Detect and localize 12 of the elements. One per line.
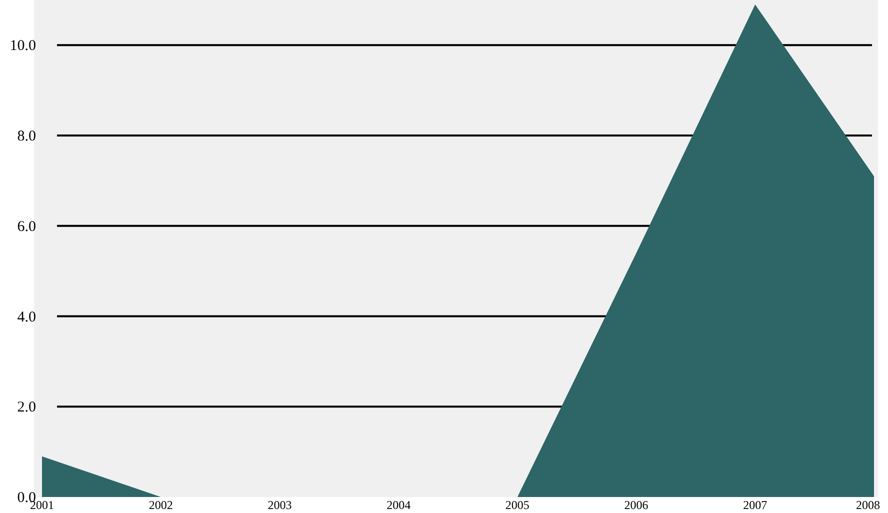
x-tick-label: 2002: [148, 498, 173, 512]
x-tick-label: 2004: [386, 498, 411, 512]
x-tick-label: 2006: [624, 498, 648, 512]
y-tick-label: 6.0: [17, 218, 36, 235]
y-tick-label: 4.0: [17, 309, 36, 326]
x-tick-label: 2005: [505, 498, 530, 512]
y-tick-label: 8.0: [17, 128, 36, 145]
x-tick-label: 2007: [743, 498, 768, 512]
x-tick-label: 2003: [268, 498, 292, 512]
y-tick-label: 2.0: [17, 400, 36, 416]
x-tick-label: 2008: [856, 498, 880, 512]
y-tick-label: 10.0: [10, 38, 36, 54]
